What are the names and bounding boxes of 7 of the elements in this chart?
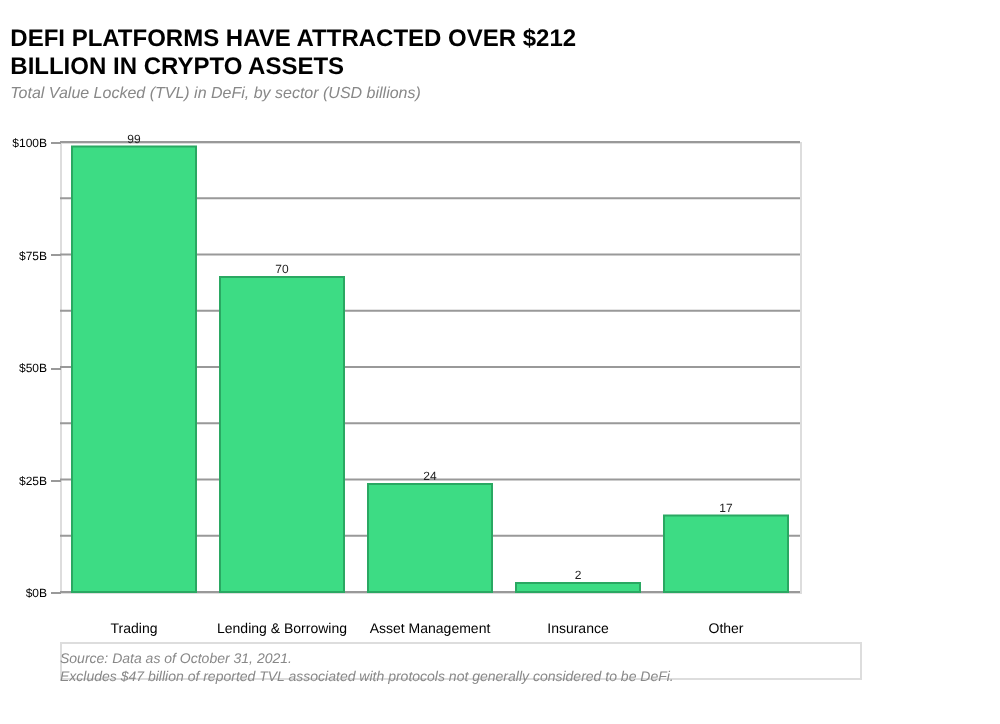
bar: [71, 145, 197, 593]
bar: [663, 514, 789, 593]
bar: [515, 582, 641, 593]
chart-subtitle: Total Value Locked (TVL) in DeFi, by sector (USD billions): [10, 83, 422, 102]
bar: [367, 483, 493, 593]
chart-title: DEFI PLATFORMS HAVE ATTRACTED OVER $212 BILLION IN CRYPTO ASSETS: [10, 23, 577, 80]
bar: [219, 276, 345, 593]
